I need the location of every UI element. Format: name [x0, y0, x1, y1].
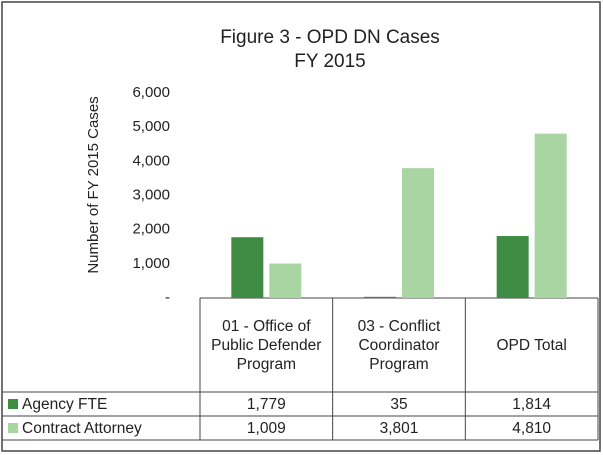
legend-label: Contract Attorney: [22, 420, 142, 437]
y-tick-label: 5,000: [132, 118, 170, 135]
x-tick-label: 03 - Conflict Coordinator Program: [357, 317, 441, 373]
y-tick-label: 3,000: [132, 186, 170, 203]
bar: [364, 296, 396, 298]
table-value: 4,810: [512, 420, 551, 437]
bar: [402, 168, 434, 298]
y-tick-label: 1,000: [132, 255, 170, 272]
bar: [231, 237, 264, 298]
y-tick-label: 2,000: [132, 221, 170, 238]
table-value: 1,814: [512, 396, 551, 413]
x-tick-label: 01 - Office of Public Defender Program: [211, 317, 322, 373]
y-tick-label: 4,000: [132, 152, 170, 169]
table-value: 3,801: [380, 420, 419, 437]
x-tick-cell: 03 - Conflict Coordinator Program: [357, 317, 441, 373]
bar: [496, 236, 529, 298]
table-value: 1,009: [247, 420, 286, 437]
table-value: 35: [390, 396, 407, 413]
bar: [269, 263, 302, 298]
x-tick-cell: 01 - Office of Public Defender Program: [211, 317, 322, 373]
table-value: 1,779: [247, 396, 286, 413]
legend-swatch: [8, 399, 18, 409]
chart-subtitle: FY 2015: [294, 51, 365, 72]
y-tick-label: -: [165, 289, 170, 306]
x-tick-label: OPD Total: [496, 336, 567, 354]
legend-label: Agency FTE: [22, 396, 107, 413]
chart-title: Figure 3 - OPD DN Cases: [220, 27, 440, 48]
y-tick-label: 6,000: [132, 84, 170, 101]
bar: [534, 133, 567, 298]
x-tick-cell: OPD Total: [496, 336, 567, 354]
y-axis-label: Number of FY 2015 Cases: [85, 96, 102, 273]
legend-swatch: [8, 423, 18, 433]
